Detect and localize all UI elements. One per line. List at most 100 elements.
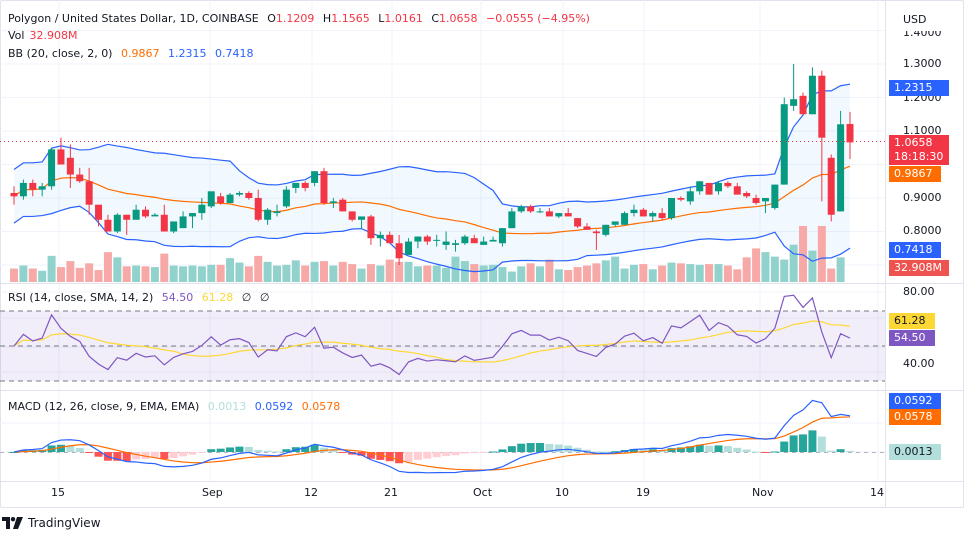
candle-body: [658, 213, 666, 219]
macd-label: MACD (12, 26, close, 9, EMA, EMA): [8, 400, 200, 413]
rsi-tick: 40.00: [903, 357, 935, 370]
last-price: 1.0658: [894, 136, 933, 149]
volume-bar: [582, 265, 591, 282]
volume-bar: [66, 261, 75, 282]
candle-body: [555, 213, 563, 217]
macd-histogram-bar: [536, 442, 545, 452]
time-tick: 14: [870, 486, 884, 499]
volume-bar: [799, 226, 808, 282]
candle-body: [329, 201, 337, 204]
macd-histogram-bar: [686, 446, 695, 452]
candle-body: [780, 104, 788, 185]
signal-tag: 0.0578: [889, 409, 941, 425]
volume-bar: [498, 267, 507, 282]
candle-body: [292, 182, 300, 188]
volume-bar: [197, 266, 206, 282]
macd-histogram-bar: [742, 449, 751, 452]
volume-bar: [254, 255, 263, 282]
rsi-line: [13, 294, 851, 376]
volume-bar: [273, 265, 282, 282]
macd-histogram-bar: [460, 452, 469, 454]
rsi-sma-tag: 61.28: [889, 313, 935, 329]
price-tick: 1.4000: [903, 26, 942, 39]
volume-bar: [817, 226, 826, 282]
candle-body: [743, 192, 751, 197]
volume-bar: [329, 265, 338, 282]
candle-body: [273, 211, 281, 214]
candle-body: [602, 224, 610, 235]
currency-label: USD: [903, 13, 927, 26]
candle-body: [217, 196, 225, 204]
symbol-title: Polygon / United States Dollar, 1D, COIN…: [8, 12, 259, 25]
volume-bar: [263, 261, 272, 282]
macd-histogram-bar: [451, 452, 460, 456]
candle-body: [799, 95, 807, 115]
volume-bar: [282, 264, 291, 282]
volume-bar: [226, 258, 235, 282]
volume-bar: [545, 259, 554, 282]
candle-body: [264, 209, 272, 220]
chart-frame: [0, 0, 964, 508]
volume-bar: [827, 268, 836, 282]
volume-bar: [564, 270, 573, 282]
candle-body: [423, 236, 431, 242]
price-tick: 0.8000: [903, 224, 942, 237]
candle-body: [790, 99, 798, 106]
macd-histogram-bar: [113, 452, 122, 461]
volume-bar: [620, 268, 629, 282]
volume-bar: [648, 269, 657, 282]
volume-bar: [310, 261, 319, 282]
candle-body: [442, 241, 450, 245]
volume-bar: [554, 269, 563, 282]
macd-histogram-bar: [366, 452, 375, 459]
candle-body: [733, 186, 741, 195]
macd-histogram-bar: [226, 447, 235, 452]
volume-legend: Vol 32.908M: [8, 29, 82, 42]
volume-bar: [216, 264, 225, 282]
candle-body: [386, 234, 394, 244]
volume-bar: [470, 264, 479, 282]
volume-bar: [601, 260, 610, 282]
candle-body: [123, 214, 131, 220]
macd-tag: 0.0592: [889, 393, 941, 409]
volume-bar: [188, 265, 197, 282]
volume-bar: [836, 257, 845, 282]
time-tick: Oct: [473, 486, 493, 499]
candle-body: [451, 243, 459, 245]
brand-name: TradingView: [28, 516, 101, 530]
macd-histogram-bar: [592, 451, 601, 453]
volume-bar: [714, 264, 723, 282]
macd-histogram-bar: [395, 452, 404, 464]
bar-countdown: 18:18:30: [894, 150, 944, 163]
candle-body: [76, 174, 84, 182]
macd-histogram-bar: [244, 446, 253, 452]
macd-histogram-bar: [817, 436, 826, 452]
rsi-sma-value: 61.28: [201, 291, 234, 304]
macd-histogram-bar: [10, 452, 18, 453]
volume-bar: [592, 263, 601, 282]
macd-histogram-bar: [404, 452, 413, 462]
volume-bar: [695, 264, 704, 282]
macd-histogram-bar: [132, 452, 141, 460]
volume-bar: [479, 265, 488, 282]
candle-body: [48, 149, 56, 187]
volume-bar: [808, 250, 817, 282]
close-label: C: [431, 12, 440, 25]
candle-body: [179, 216, 187, 229]
volume-bar: [639, 264, 648, 282]
volume-bar: [169, 265, 178, 282]
tradingview-brand[interactable]: TradingView: [2, 516, 101, 530]
bollinger-band-area: [14, 84, 850, 272]
macd-histogram-bar: [827, 450, 836, 452]
volume-bar: [460, 261, 469, 282]
rsi-na-2: ∅: [259, 291, 270, 304]
rsi-label: RSI (14, close, SMA, 14, 2): [8, 291, 154, 304]
macd-histogram-bar: [160, 452, 169, 459]
candle-body: [339, 199, 347, 212]
volume-bar: [38, 270, 47, 282]
macd-histogram-bar: [141, 452, 150, 459]
volume-bar: [235, 262, 244, 282]
macd-histogram-bar: [94, 452, 103, 457]
rsi-na-1: ∅: [241, 291, 252, 304]
